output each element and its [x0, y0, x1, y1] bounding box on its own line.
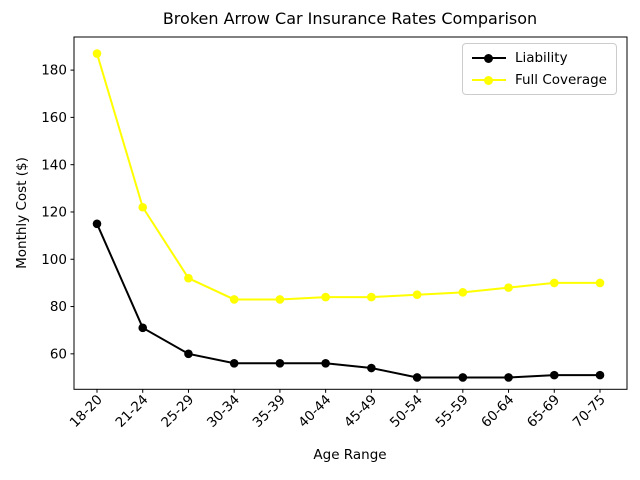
- data-point-marker: [367, 292, 376, 302]
- legend-item-liability: Liability: [471, 48, 607, 68]
- axes-frame: [73, 36, 628, 390]
- data-point-marker: [504, 373, 513, 382]
- y-tick-label: 120: [41, 205, 67, 221]
- data-point-marker: [367, 363, 376, 373]
- x-tick-label: 55-59: [433, 392, 472, 431]
- data-point-marker: [549, 370, 559, 380]
- data-point-marker: [138, 323, 148, 333]
- plot-area: 60 80 100 120 140 160 180 18-20 21-24 25-29 30-34 3…: [41, 36, 628, 431]
- x-tick-label: 30-34: [204, 392, 243, 431]
- data-point-marker: [184, 273, 193, 283]
- y-tick-label: 60: [50, 346, 67, 362]
- x-tick-label: 70-75: [570, 392, 609, 431]
- series-line-0: [96, 223, 600, 379]
- data-point-marker: [549, 278, 559, 288]
- x-tick-label: 60-64: [478, 392, 517, 431]
- x-tick-label: 35-39: [250, 392, 289, 431]
- x-tick-label: 50-54: [387, 392, 426, 431]
- full-coverage-line-sample: [471, 75, 506, 85]
- data-point-marker: [458, 373, 468, 382]
- legend: Liability Full Coverage: [461, 43, 617, 95]
- data-point-marker: [595, 278, 605, 288]
- data-point-marker: [184, 349, 193, 359]
- data-series-layer: [92, 49, 605, 382]
- x-tick-label: 65-69: [524, 392, 563, 431]
- data-point-marker: [138, 202, 148, 212]
- full-coverage-marker-icon: [484, 75, 494, 85]
- data-point-marker: [229, 295, 239, 304]
- data-point-marker: [412, 373, 422, 382]
- data-point-marker: [595, 370, 605, 380]
- data-point-marker: [92, 219, 102, 229]
- data-point-marker: [275, 295, 285, 304]
- y-tick-label: 160: [41, 110, 67, 126]
- data-point-marker: [92, 49, 102, 58]
- x-tick-label: 21-24: [112, 392, 151, 431]
- legend-label-full-coverage: Full Coverage: [514, 72, 607, 88]
- x-axis-label: Age Range: [313, 447, 386, 463]
- data-point-marker: [458, 288, 468, 297]
- x-tick-label: 45-49: [341, 392, 380, 431]
- y-tick-label: 140: [41, 157, 67, 173]
- data-point-marker: [229, 358, 239, 368]
- legend-label-liability: Liability: [514, 50, 568, 66]
- liability-line-sample: [471, 53, 506, 63]
- series-line-1: [96, 53, 600, 301]
- y-axis-label: Monthly Cost ($): [14, 157, 30, 269]
- liability-marker-icon: [484, 53, 494, 63]
- data-point-marker: [412, 290, 422, 300]
- y-tick-label: 80: [50, 299, 67, 315]
- x-tick-label: 40-44: [295, 392, 334, 431]
- data-point-marker: [275, 358, 285, 368]
- legend-item-full-coverage: Full Coverage: [471, 70, 607, 90]
- chart-title: Broken Arrow Car Insurance Rates Compari…: [163, 9, 537, 28]
- y-tick-label: 180: [41, 63, 67, 79]
- data-point-marker: [321, 358, 330, 368]
- x-tick-label: 25-29: [158, 392, 197, 431]
- data-point-marker: [321, 292, 330, 302]
- y-tick-label: 100: [41, 252, 67, 268]
- x-tick-label: 18-20: [67, 392, 106, 431]
- data-point-marker: [504, 283, 513, 292]
